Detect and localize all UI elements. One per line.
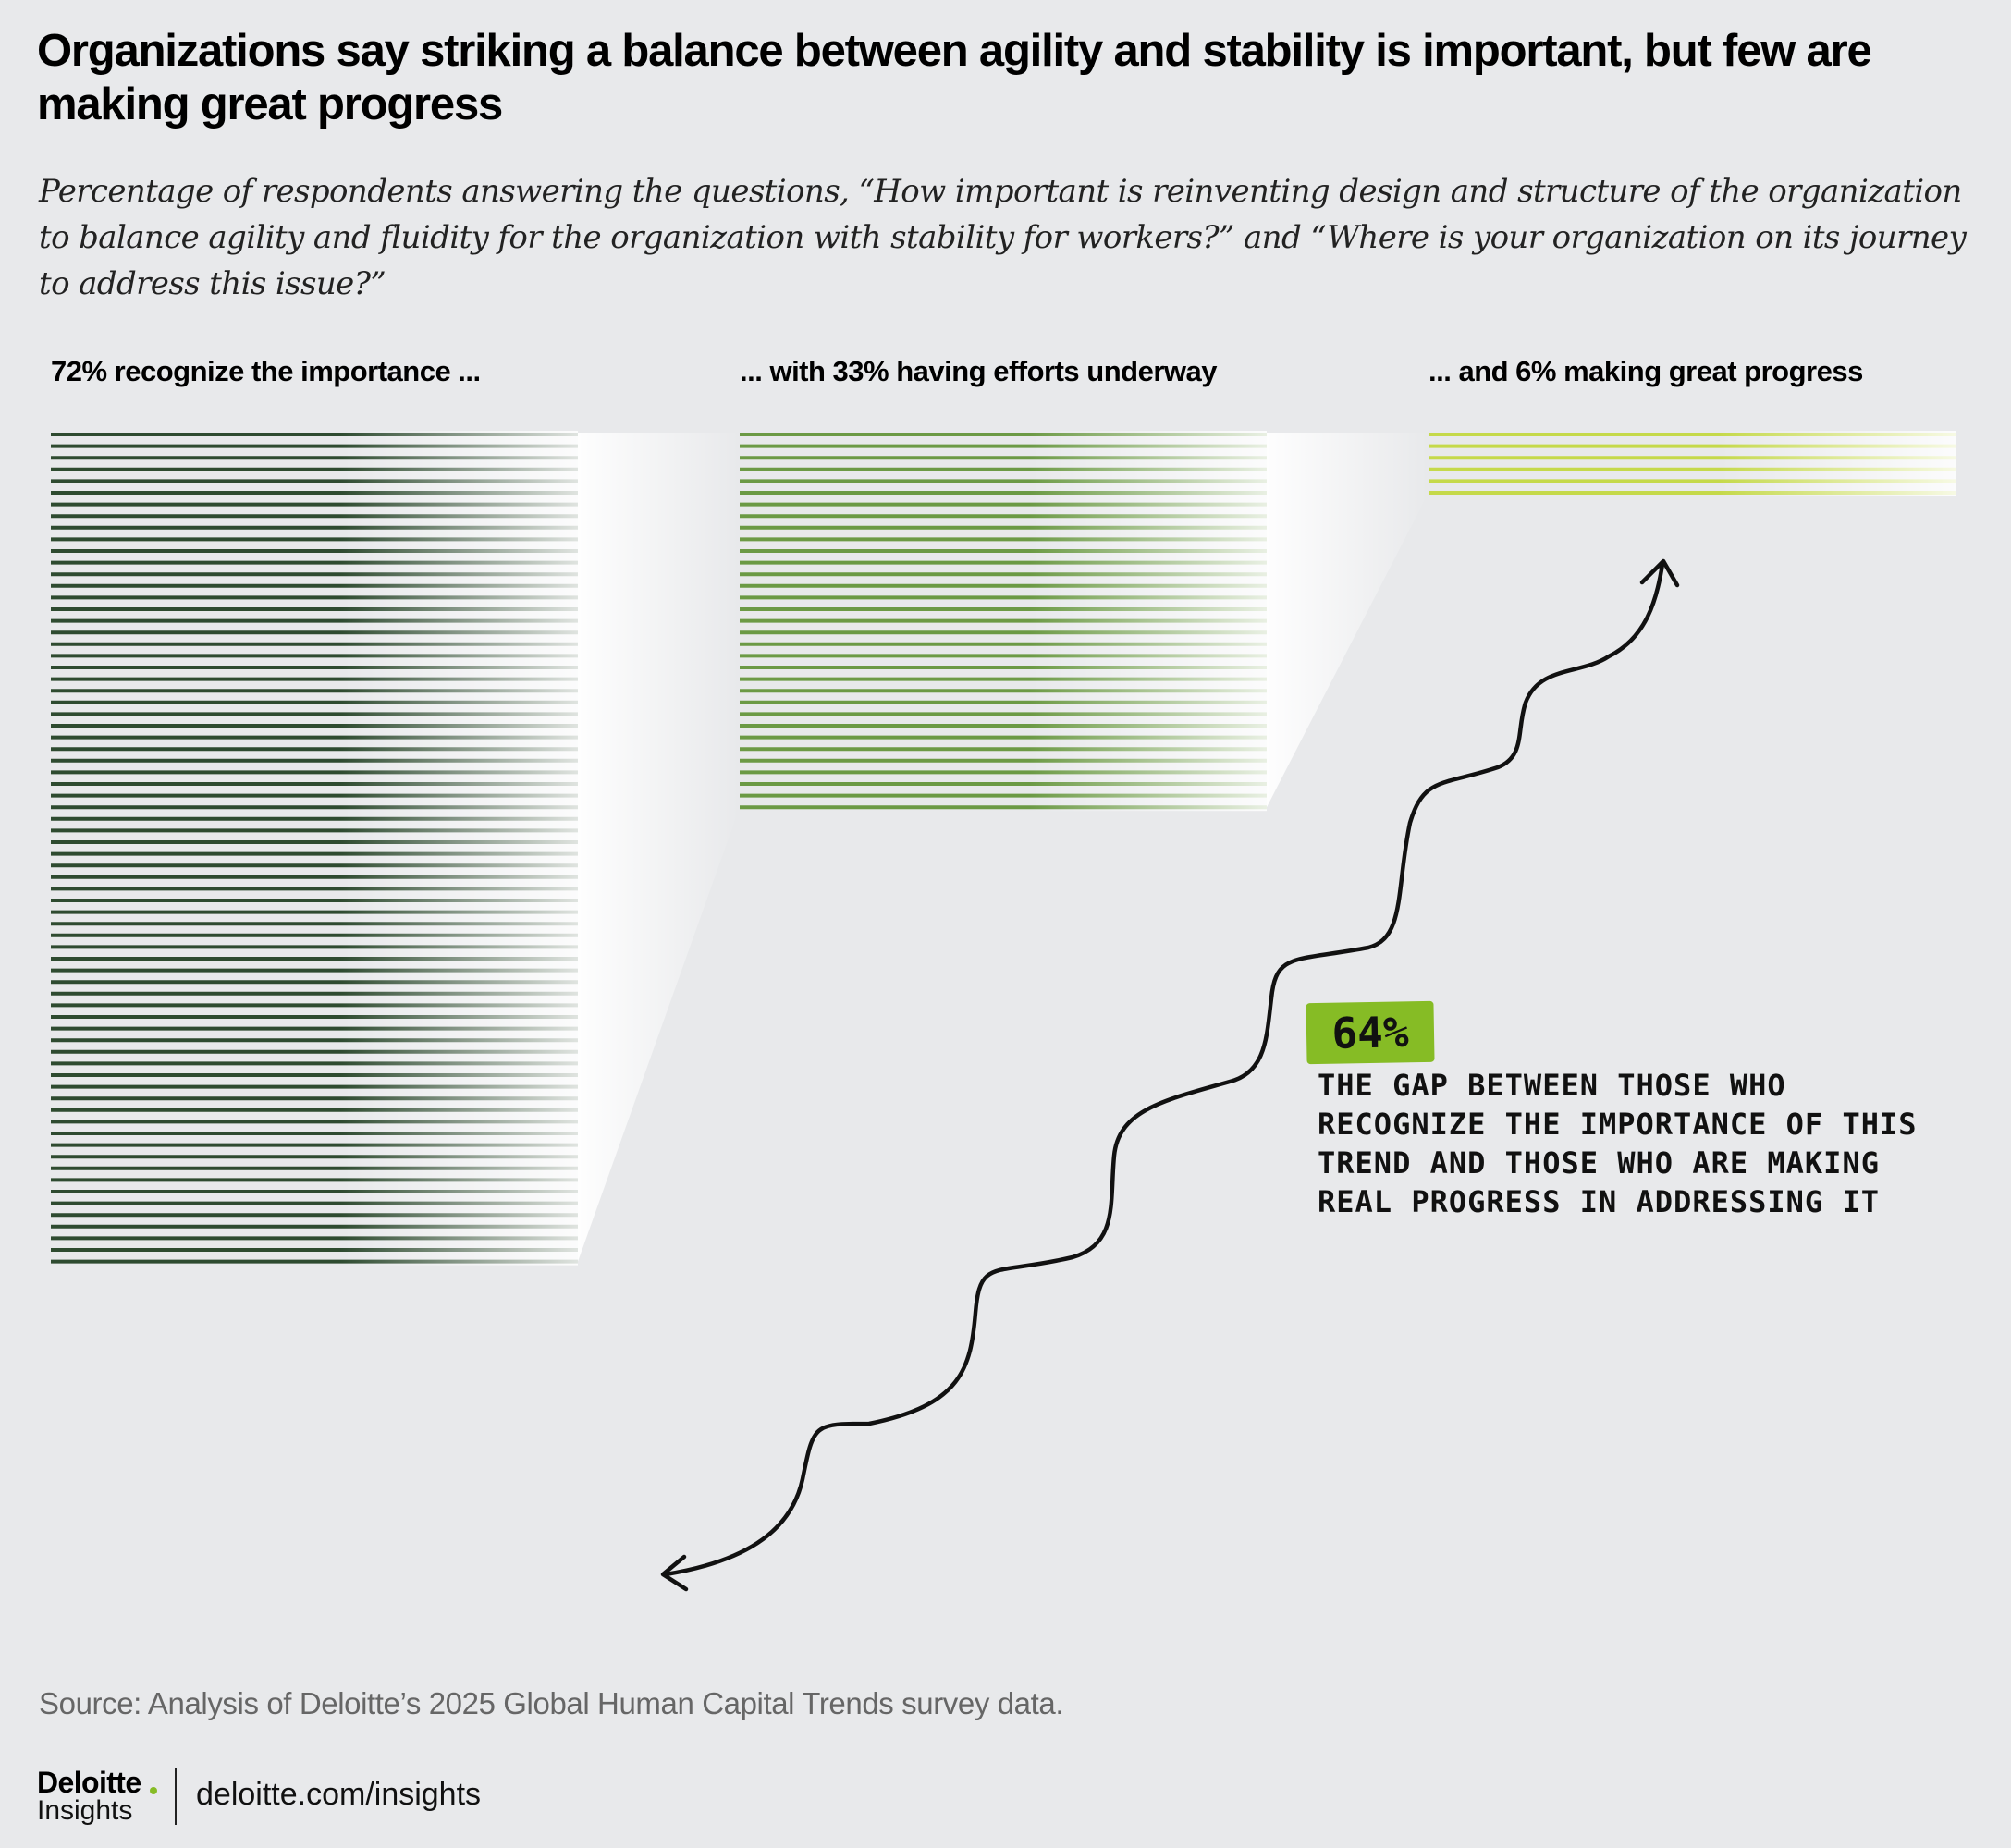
connector-wedge	[578, 433, 740, 1262]
gap-value-badge: 64%	[1306, 1000, 1435, 1065]
bar-progress	[1429, 431, 1956, 496]
logo-subtitle: Insights	[37, 1795, 133, 1826]
bar-fade	[1718, 431, 1956, 496]
site-link[interactable]: deloitte.com/insights	[196, 1777, 482, 1812]
connector-wedge	[1267, 433, 1429, 808]
source-note: Source: Analysis of Deloitte’s 2025 Glob…	[39, 1686, 1064, 1720]
bar-fade	[340, 431, 578, 1266]
column-label-recognize: 72% recognize the importance ...	[51, 355, 481, 387]
gap-annotation-text: The gap between those who recognize the …	[1318, 1068, 1918, 1219]
deloitte-logo: Deloitte	[37, 1766, 141, 1799]
footer-divider	[175, 1768, 177, 1825]
bar-recognize	[51, 431, 578, 1266]
column-label-underway: ... with 33% having efforts underway	[740, 355, 1218, 387]
bar-fade	[1029, 431, 1267, 812]
logo-dot-icon	[150, 1787, 157, 1794]
chart-subtitle: Percentage of respondents answering the …	[39, 173, 1967, 302]
bar-underway	[740, 431, 1267, 812]
chart-title: Organizations say striking a balance bet…	[37, 26, 1872, 129]
progress-arrow	[660, 558, 1680, 1592]
column-label-progress: ... and 6% making great progress	[1429, 355, 1863, 387]
